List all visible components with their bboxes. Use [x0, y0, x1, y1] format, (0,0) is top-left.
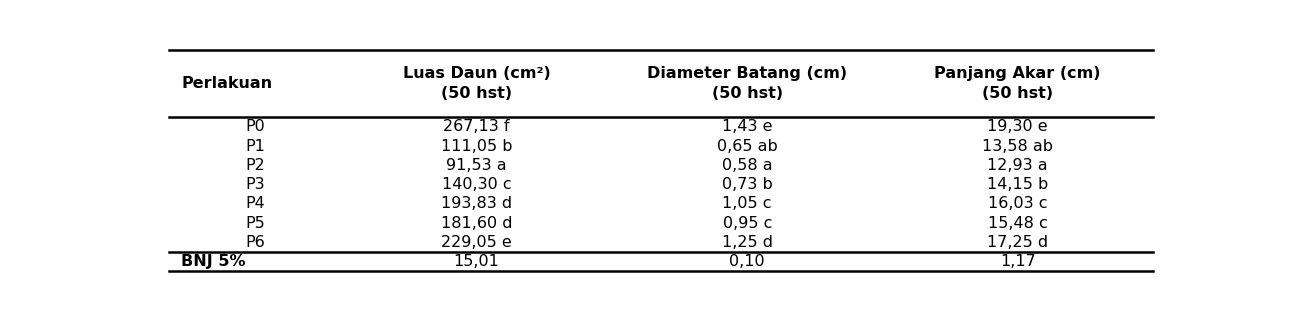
Text: 13,58 ab: 13,58 ab — [982, 138, 1053, 153]
Text: P1: P1 — [245, 138, 266, 153]
Text: Luas Daun (cm²)
(50 hst): Luas Daun (cm²) (50 hst) — [402, 66, 551, 101]
Text: P2: P2 — [245, 158, 266, 173]
Text: 1,43 e: 1,43 e — [722, 119, 773, 134]
Text: 0,58 a: 0,58 a — [722, 158, 773, 173]
Text: 91,53 a: 91,53 a — [446, 158, 507, 173]
Text: P3: P3 — [245, 177, 266, 192]
Text: 15,48 c: 15,48 c — [988, 216, 1047, 231]
Text: P0: P0 — [245, 119, 266, 134]
Text: 15,01: 15,01 — [454, 254, 499, 269]
Text: 193,83 d: 193,83 d — [441, 197, 512, 211]
Text: 0,65 ab: 0,65 ab — [717, 138, 778, 153]
Text: 181,60 d: 181,60 d — [441, 216, 512, 231]
Text: 1,25 d: 1,25 d — [721, 235, 773, 250]
Text: P6: P6 — [245, 235, 266, 250]
Text: 229,05 e: 229,05 e — [441, 235, 512, 250]
Text: 111,05 b: 111,05 b — [441, 138, 512, 153]
Text: Panjang Akar (cm)
(50 hst): Panjang Akar (cm) (50 hst) — [934, 66, 1100, 101]
Text: 1,05 c: 1,05 c — [722, 197, 771, 211]
Text: BNJ 5%: BNJ 5% — [181, 254, 245, 269]
Text: Diameter Batang (cm)
(50 hst): Diameter Batang (cm) (50 hst) — [648, 66, 848, 101]
Text: 267,13 f: 267,13 f — [444, 119, 510, 134]
Text: 0,73 b: 0,73 b — [722, 177, 773, 192]
Text: P5: P5 — [245, 216, 266, 231]
Text: Perlakuan: Perlakuan — [181, 76, 272, 91]
Text: 1,17: 1,17 — [1000, 254, 1036, 269]
Text: P4: P4 — [245, 197, 266, 211]
Text: 14,15 b: 14,15 b — [987, 177, 1049, 192]
Text: 12,93 a: 12,93 a — [987, 158, 1047, 173]
Text: 140,30 c: 140,30 c — [442, 177, 511, 192]
Text: 17,25 d: 17,25 d — [987, 235, 1049, 250]
Text: 19,30 e: 19,30 e — [987, 119, 1047, 134]
Text: 0,95 c: 0,95 c — [722, 216, 771, 231]
Text: 0,10: 0,10 — [729, 254, 765, 269]
Text: 16,03 c: 16,03 c — [988, 197, 1047, 211]
